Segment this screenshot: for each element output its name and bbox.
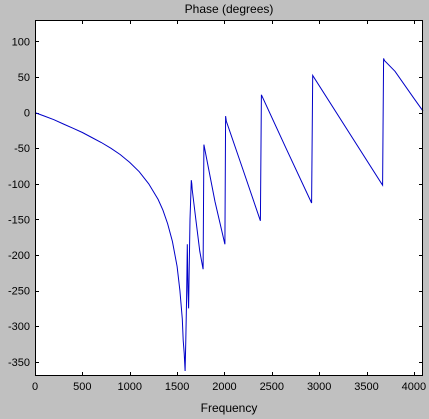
x-tick-label: 4000 <box>402 381 426 393</box>
plot-frame <box>35 20 423 376</box>
y-tick-label: 50 <box>18 72 30 84</box>
y-tick-label: -300 <box>8 321 30 333</box>
y-tick-label: -200 <box>8 250 30 262</box>
y-tick-label: -50 <box>14 143 30 155</box>
x-tick-label: 2500 <box>260 381 284 393</box>
y-tick-label: -100 <box>8 179 30 191</box>
x-tick-label: 1000 <box>117 381 141 393</box>
plot-area <box>35 20 423 376</box>
series-line <box>34 58 424 372</box>
x-tick-label: 1500 <box>165 381 189 393</box>
x-tick-label: 3500 <box>354 381 378 393</box>
chart-title: Phase (degrees) <box>185 2 274 16</box>
y-tick-label: -350 <box>8 357 30 369</box>
x-tick-label: 0 <box>32 381 38 393</box>
y-tick-label: -250 <box>8 286 30 298</box>
y-tick-label: 0 <box>24 108 30 120</box>
x-tick-label: 2000 <box>212 381 236 393</box>
x-tick-label: 500 <box>73 381 91 393</box>
y-tick-label: -150 <box>8 214 30 226</box>
x-axis-title: Frequency <box>201 401 258 415</box>
y-tick-label: 100 <box>12 36 30 48</box>
x-tick-label: 3000 <box>307 381 331 393</box>
axis-tick-labels: 0 500 1000 1500 2000 2500 3000 3500 4000100500-5… <box>8 36 426 393</box>
